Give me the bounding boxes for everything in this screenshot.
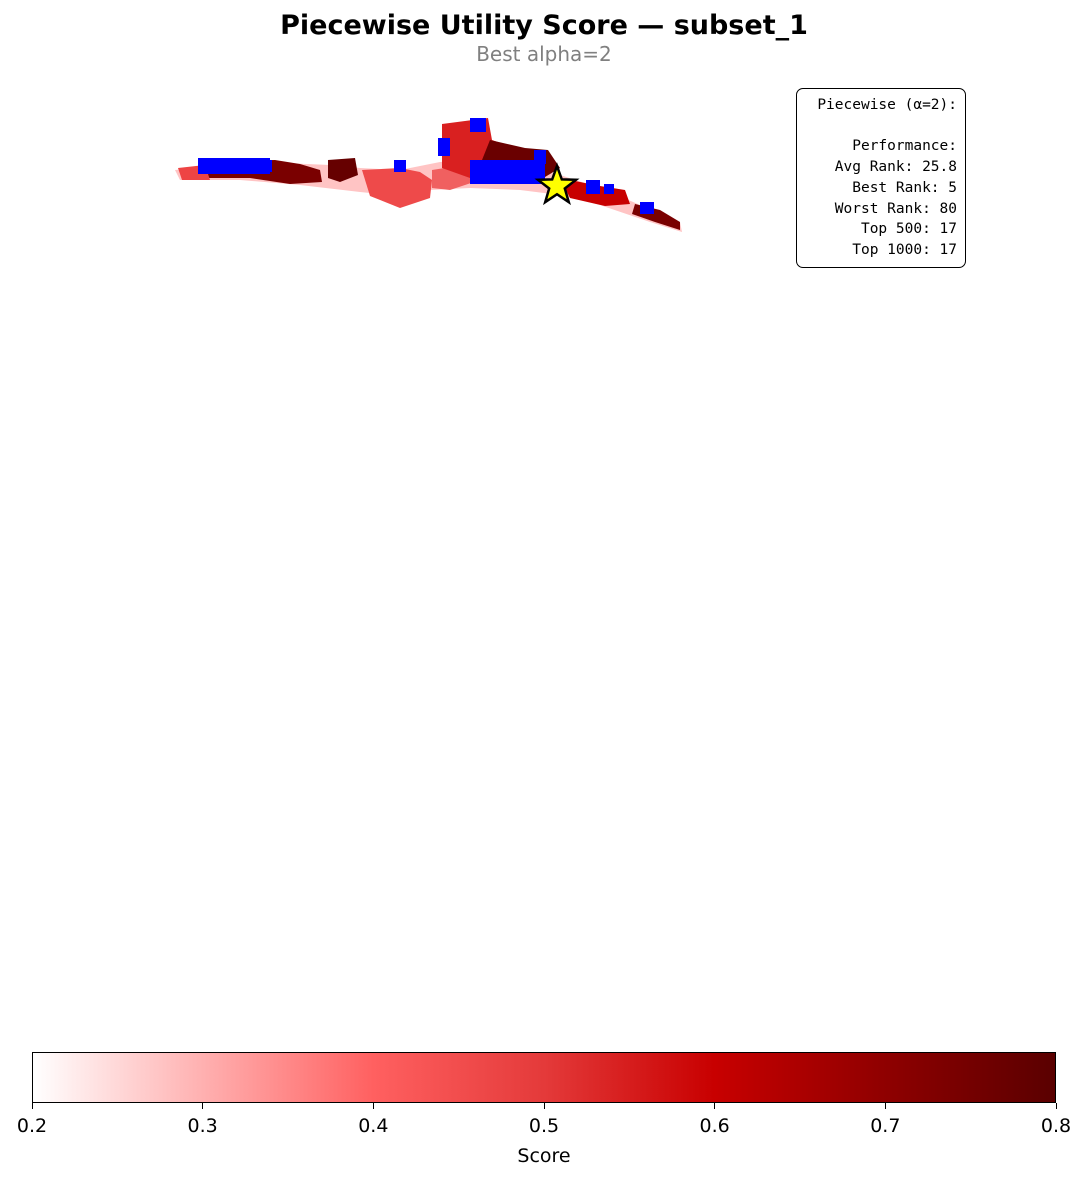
stats-line: Piecewise (α=2): (817, 97, 957, 113)
colorbar-tick-label: 0.6 (699, 1115, 730, 1137)
colorbar-tick-label: 0.8 (1040, 1115, 1072, 1137)
stats-line (797, 116, 957, 137)
stats-line: Avg Rank: 25.8 (834, 159, 957, 176)
region-dark-west-2 (328, 158, 358, 182)
stats-line: Best Rank: 5 (852, 179, 957, 196)
selected-region (534, 150, 546, 164)
stats-line: Top 500: 17 (860, 221, 957, 238)
colorbar-tick (372, 1103, 374, 1109)
selected-region (258, 160, 272, 172)
colorbar-tick-label: 0.3 (187, 1115, 218, 1137)
region-red-mid (362, 168, 432, 208)
colorbar-tick-label: 0.7 (870, 1115, 901, 1137)
colorbar-tick (714, 1103, 716, 1109)
stats-line: Worst Rank: 80 (834, 200, 957, 217)
colorbar-tick-label: 0.5 (528, 1115, 560, 1137)
selected-region (640, 202, 654, 214)
colorbar-tick-label: 0.4 (358, 1115, 389, 1137)
colorbar-gradient (33, 1053, 1055, 1102)
selected-region (470, 160, 545, 184)
region-shapes (175, 118, 682, 232)
selected-region (586, 180, 600, 194)
colorbar-tick (31, 1103, 33, 1109)
stats-line: Performance: (852, 138, 957, 155)
page-title: Piecewise Utility Score — subset_1 (280, 10, 808, 41)
colorbar-tick (884, 1103, 886, 1109)
stats-line: Top 1000: 17 (852, 241, 957, 258)
colorbar-tick-label: 0.2 (16, 1115, 48, 1137)
map-canvas (175, 118, 682, 232)
selected-regions (198, 118, 654, 214)
selected-region (198, 158, 270, 174)
colorbar-tick (1055, 1103, 1057, 1109)
colorbar-tick (202, 1103, 204, 1109)
colorbar (32, 1052, 1056, 1103)
colorbar-label: Score (517, 1145, 571, 1167)
selected-region (470, 118, 486, 132)
colorbar-tick (543, 1103, 545, 1109)
page-subtitle: Best alpha=2 (476, 42, 612, 66)
star-icon (534, 162, 580, 206)
stats-box: Piecewise (α=2): Performance: Avg Rank: 2… (796, 88, 966, 268)
selected-region (604, 184, 614, 194)
selected-region (438, 138, 450, 156)
selected-region (394, 160, 406, 172)
